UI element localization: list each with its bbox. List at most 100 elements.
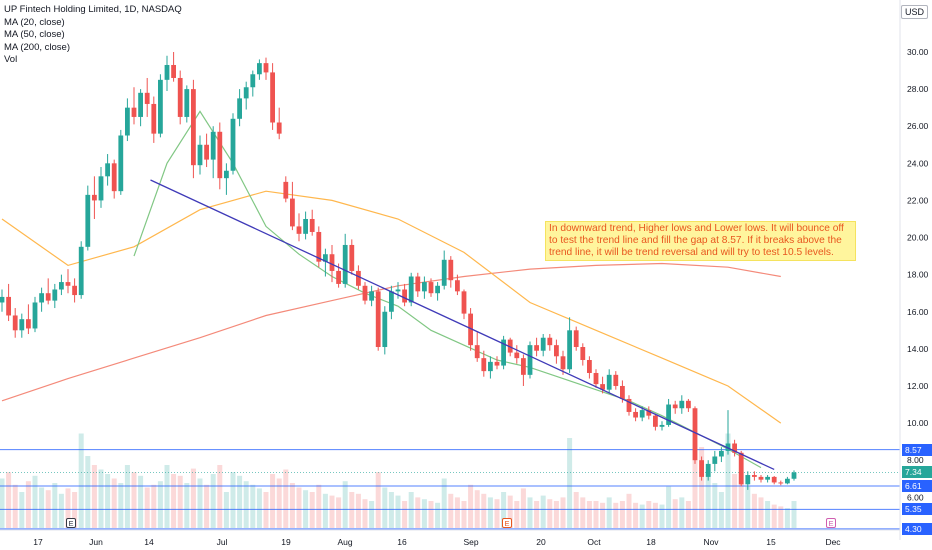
chart-legend: UP Fintech Holding Limited, 1D, NASDAQ M… xyxy=(4,4,182,67)
candle-body xyxy=(527,345,533,375)
volume-bar xyxy=(316,484,322,528)
candle-body xyxy=(468,313,473,346)
candle-body xyxy=(620,385,625,399)
candle-body xyxy=(230,118,236,171)
price-axis-label: 8.57 xyxy=(902,443,932,456)
volume-bar xyxy=(190,468,196,528)
volume-bar xyxy=(171,474,177,528)
volume-bar xyxy=(151,484,157,528)
candle-body xyxy=(6,296,11,316)
volume-bar xyxy=(765,501,771,528)
candle-body xyxy=(171,64,176,78)
earnings-event-marker[interactable]: E xyxy=(826,518,836,528)
y-tick-label: 26.00 xyxy=(907,121,929,131)
earnings-event-marker[interactable]: E xyxy=(502,518,512,528)
candle-body xyxy=(725,443,731,451)
candle-body xyxy=(336,270,341,284)
candle-body xyxy=(593,372,599,385)
volume-bar xyxy=(382,487,388,528)
y-tick-label: 28.00 xyxy=(907,84,929,94)
volume-bar xyxy=(210,474,216,528)
x-tick-label: Oct xyxy=(587,537,601,547)
volume-bar xyxy=(784,508,790,528)
candle-body xyxy=(342,244,348,284)
volume-bar xyxy=(428,501,434,528)
volume-bar xyxy=(395,495,401,528)
legend-ma50[interactable]: MA (50, close) xyxy=(4,29,65,40)
x-tick-label: Aug xyxy=(337,537,352,547)
earnings-event-marker[interactable]: E xyxy=(66,518,76,528)
volume-bar xyxy=(527,497,533,528)
volume-bar xyxy=(204,484,210,528)
volume-bar xyxy=(606,497,612,528)
x-tick-label: Jun xyxy=(89,537,103,547)
volume-bar xyxy=(52,483,58,528)
x-tick-label: Sep xyxy=(463,537,478,547)
candle-body xyxy=(105,163,110,177)
candle-body xyxy=(323,254,328,262)
candle-body xyxy=(369,291,374,301)
volume-bar xyxy=(408,492,414,528)
volume-bar xyxy=(39,487,45,528)
volume-bar xyxy=(454,497,460,528)
volume-bar xyxy=(25,481,31,528)
volume-bar xyxy=(375,472,381,528)
volume-bar xyxy=(223,492,229,528)
chart-annotation-text[interactable]: In downward trend, Higher lows and Lower… xyxy=(545,221,856,261)
volume-bar xyxy=(540,495,546,528)
x-tick-label: 14 xyxy=(144,537,154,547)
volume-bar xyxy=(646,501,652,528)
volume-bar xyxy=(705,474,711,528)
volume-bar xyxy=(131,472,137,528)
x-tick-label: 16 xyxy=(397,537,407,547)
candle-body xyxy=(422,282,427,292)
price-axis-label: 4.30 xyxy=(902,522,932,535)
volume-bar xyxy=(144,487,150,528)
legend-ma20[interactable]: MA (20, close) xyxy=(4,16,65,28)
legend-ma200[interactable]: MA (200, close) xyxy=(4,41,70,53)
volume-bar xyxy=(461,501,467,528)
volume-bar xyxy=(580,497,586,528)
volume-bar xyxy=(448,493,454,528)
volume-bar xyxy=(718,492,724,528)
volume-bar xyxy=(197,478,203,528)
volume-bar xyxy=(659,504,665,528)
volume-bar xyxy=(118,483,124,528)
y-tick-label: 22.00 xyxy=(907,195,929,205)
candle-body xyxy=(758,476,764,480)
volume-bar xyxy=(85,456,91,528)
volume-bar xyxy=(586,501,592,528)
volume-bar xyxy=(435,502,441,528)
volume-bar xyxy=(250,484,256,528)
candle-body xyxy=(158,79,163,134)
candle-body xyxy=(771,476,777,483)
volume-bar xyxy=(547,499,553,528)
candle-body xyxy=(0,296,5,303)
volume-bar xyxy=(237,475,243,528)
candle-body xyxy=(144,92,150,104)
volume-bar xyxy=(573,492,579,528)
volume-bar xyxy=(514,501,520,528)
y-tick-label: 20.00 xyxy=(907,233,929,243)
volume-bar xyxy=(369,501,375,528)
volume-bar xyxy=(421,499,427,528)
volume-bar xyxy=(732,474,738,528)
volume-bar xyxy=(72,492,78,528)
volume-bar xyxy=(520,488,526,528)
volume-bar xyxy=(481,493,487,528)
volume-bar xyxy=(124,465,130,528)
volume-bar xyxy=(600,502,606,528)
volume-bar xyxy=(639,504,645,528)
candle-body xyxy=(494,361,500,366)
legend-vol[interactable]: Vol xyxy=(4,54,18,65)
x-tick-label: 19 xyxy=(281,537,291,547)
candlesticks xyxy=(0,52,797,490)
volume-bar xyxy=(441,478,447,528)
volume-bar xyxy=(745,486,751,528)
x-tick-label: Nov xyxy=(703,537,719,547)
candle-body xyxy=(250,74,256,88)
candle-body xyxy=(52,289,58,301)
currency-button[interactable]: USD xyxy=(900,5,928,19)
candle-body xyxy=(488,361,493,372)
